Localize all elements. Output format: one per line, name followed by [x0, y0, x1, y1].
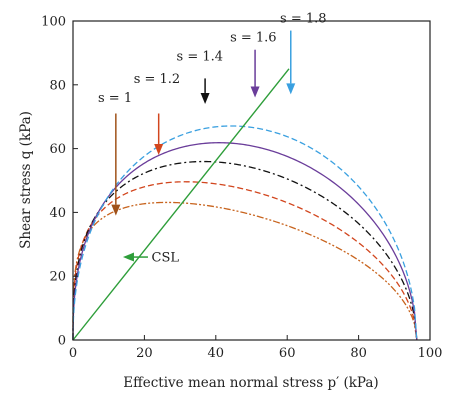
csl-layer: [72, 68, 290, 341]
annotation-arrowhead-4: [286, 83, 296, 95]
x-tick-label-0: 0: [69, 346, 77, 361]
annotations-layer: s = 1s = 1.2 s = 1.4 s = 1.6s = 1.8 CSL: [98, 11, 327, 265]
y-tick-label-3: 60: [49, 142, 66, 157]
y-tick-label-2: 40: [49, 206, 66, 221]
annotation-label-1: s = 1.2: [134, 72, 181, 87]
curve-series-3: [72, 142, 418, 341]
annotation-label-2: s = 1.4: [177, 50, 224, 65]
plot-frame: [72, 20, 431, 341]
y-tick-label-1: 20: [49, 270, 66, 285]
curve-series-0: [72, 201, 418, 341]
annotation-label-5: CSL: [152, 251, 180, 266]
curve-series-2: [72, 160, 418, 341]
annotation-arrowhead-5: [122, 252, 134, 262]
x-tick-label-2: 40: [208, 346, 225, 361]
curve-series-1: [72, 181, 418, 341]
x-tick-label-4: 80: [350, 346, 367, 361]
annotation-label-4: s = 1.8: [280, 11, 327, 26]
annotation-arrowhead-2: [200, 92, 210, 104]
curves-layer: [72, 125, 418, 341]
annotation-arrowhead-0: [111, 204, 121, 216]
curve-series-4: [72, 125, 418, 341]
ticks-layer: 0 20 40 60 80 100 0 20 40 60 80 100: [41, 15, 442, 362]
annotation-arrowhead-1: [154, 143, 164, 155]
x-tick-label-3: 60: [279, 346, 296, 361]
x-axis-title: Effective mean normal stress p′ (kPa): [123, 375, 378, 391]
x-tick-label-1: 20: [136, 346, 153, 361]
x-tick-label-5: 100: [418, 346, 443, 361]
csl-line: [72, 68, 290, 341]
annotation-label-3: s = 1.6: [230, 30, 277, 45]
annotation-label-0: s = 1: [98, 91, 132, 106]
y-tick-label-5: 100: [41, 15, 66, 30]
y-tick-label-0: 0: [58, 334, 66, 349]
y-tick-label-4: 80: [49, 78, 66, 93]
y-axis-title: Shear stress q (kPa): [18, 111, 34, 249]
annotation-arrowhead-3: [250, 86, 260, 98]
